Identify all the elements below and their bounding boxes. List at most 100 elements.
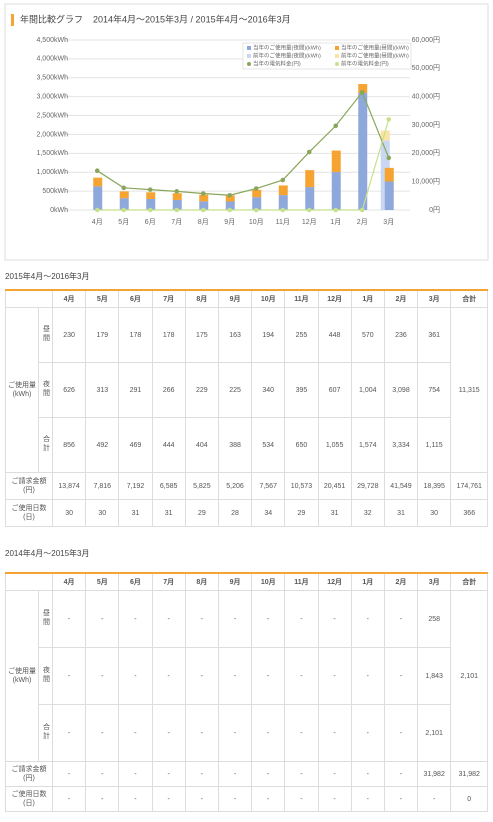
column-header: 7月	[151, 572, 186, 591]
cell: 395	[284, 362, 319, 418]
x-tick-label: 11月	[276, 218, 290, 226]
y-tick-label: 500kWh	[42, 188, 68, 195]
cell: -	[284, 590, 319, 648]
cell: -	[251, 590, 286, 648]
cell: -	[317, 647, 352, 705]
cell: 5,206	[217, 472, 253, 500]
bar	[146, 192, 156, 200]
cell: 469	[118, 417, 153, 473]
line-point	[359, 207, 365, 213]
cell: 255	[284, 307, 319, 363]
row-label: ご使用日数 (日)	[5, 499, 53, 527]
header-row: 4月 5月 6月 7月 8月 9月 10月 11月 12月 1月 2月 3月 合計	[5, 289, 489, 308]
cell: -	[251, 761, 286, 787]
line-point	[253, 186, 259, 191]
chart-subtitle: 2014年4月～2015年3月 / 2015年4月～2016年3月	[93, 13, 291, 24]
column-header: 6月	[118, 572, 153, 591]
line-point	[280, 177, 286, 183]
cell: 179	[85, 307, 120, 363]
row-label-line: ご使用量	[8, 382, 36, 389]
legend-label: 前年の電気料金(円)	[341, 59, 389, 67]
data-table: 4月 5月 6月 7月 8月 9月 10月 11月 12月 1月 2月 3月 合計 ご使用量 (kWh) 昼間…	[5, 572, 489, 812]
cell: 32	[350, 499, 385, 527]
column-header: 3月	[417, 572, 452, 591]
x-tick-label: 8月	[198, 218, 209, 226]
cell: 29	[184, 499, 219, 527]
column-header: 3月	[417, 289, 452, 308]
bar	[225, 195, 235, 202]
row-label-line: (kWh)	[12, 677, 32, 684]
cell: -	[217, 761, 253, 787]
cell: 7,567	[251, 472, 286, 500]
cell: 30	[85, 499, 120, 527]
bar	[305, 170, 315, 188]
bar	[119, 191, 129, 199]
table-title: 2015年4月～2016年3月	[5, 272, 90, 281]
cell: 30	[51, 499, 87, 527]
column-header: 1月	[350, 289, 385, 308]
cell: -	[383, 704, 419, 762]
cell: -	[151, 761, 186, 787]
line-point	[174, 207, 180, 213]
bar	[252, 197, 262, 210]
cell: -	[151, 786, 186, 812]
cell: -	[284, 647, 319, 705]
sub-label: 昼間	[38, 307, 53, 363]
cell: -	[151, 647, 186, 705]
bar	[199, 194, 209, 202]
cell: 1,004	[350, 362, 385, 418]
x-tick-label: 4月	[92, 218, 103, 226]
usage-row: 夜間 626 313 291 266 229 225 340 395 607 1,004 3,098 7…	[6, 362, 488, 418]
bar	[384, 167, 394, 182]
bar	[119, 198, 129, 210]
cell: 856	[51, 417, 87, 473]
cell: 174,761	[450, 472, 489, 500]
title-bar	[11, 14, 14, 26]
bar	[252, 189, 262, 198]
chart: 年間比較グラフ 2014年4月～2015年3月 / 2015年4月～2016年3…	[4, 3, 489, 261]
cell: 366	[450, 499, 489, 527]
cell: -	[383, 761, 419, 787]
column-header: 9月	[217, 289, 253, 308]
y-tick-label: 3,000kWh	[36, 94, 68, 101]
bar	[93, 177, 103, 187]
usage-row: 合計 - - - - - - - - - - -2,101	[6, 704, 488, 762]
cell: 1,115	[417, 417, 452, 473]
cell: -	[51, 704, 87, 762]
cell: -	[317, 761, 352, 787]
cell: 5,825	[184, 472, 219, 500]
cell: -	[184, 704, 219, 762]
cell: 626	[51, 362, 87, 418]
y-tick-label: 0kWh	[50, 207, 68, 214]
cell: -	[350, 647, 385, 705]
cell: 3,334	[383, 417, 419, 473]
cell: 754	[417, 362, 452, 418]
cell: -	[284, 786, 319, 812]
cell: 388	[217, 417, 253, 473]
cell: -	[85, 761, 120, 787]
cell: 340	[251, 362, 286, 418]
cell: -	[85, 704, 120, 762]
cell: -	[184, 590, 219, 648]
bar	[358, 84, 368, 93]
cell: -	[184, 647, 219, 705]
column-header: 6月	[118, 289, 153, 308]
line-point	[359, 89, 365, 95]
cell: -	[118, 590, 153, 648]
cell: -	[251, 647, 286, 705]
cell: -	[85, 590, 120, 648]
row-label-line: (kWh)	[12, 391, 32, 398]
y-tick-label: 1,000kWh	[36, 169, 68, 176]
cell: 448	[317, 307, 352, 363]
usage-row: 夜間 - - - - - - - - - - -1,843	[6, 647, 488, 705]
bar	[331, 172, 341, 210]
y2-tick-label: 30,000円	[412, 121, 440, 129]
cell: -	[85, 786, 120, 812]
table-title: 2014年4月～2015年3月	[5, 549, 90, 558]
cell: 29,728	[350, 472, 385, 500]
cell: 34	[251, 499, 286, 527]
cell: -	[184, 786, 219, 812]
y2-tick-label: 40,000円	[412, 93, 440, 101]
cell: 1,574	[350, 417, 385, 473]
legend-marker	[247, 54, 251, 58]
